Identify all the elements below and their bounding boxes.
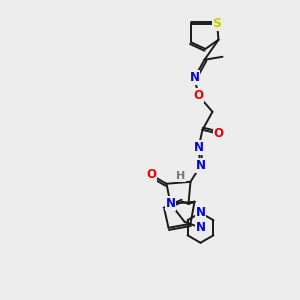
Text: O: O <box>194 89 203 102</box>
Text: O: O <box>146 168 157 181</box>
Text: N: N <box>196 221 206 234</box>
Text: N: N <box>190 71 200 84</box>
Text: O: O <box>214 127 224 140</box>
Text: N: N <box>166 197 176 210</box>
Text: H: H <box>176 171 185 181</box>
Text: N: N <box>196 159 206 172</box>
Text: N: N <box>196 206 206 219</box>
Text: S: S <box>213 17 222 30</box>
Text: N: N <box>194 141 203 154</box>
